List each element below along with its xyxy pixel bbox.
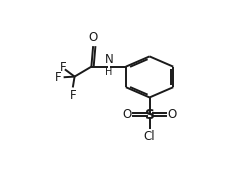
Text: F: F <box>59 61 66 74</box>
Text: O: O <box>88 31 97 44</box>
Text: S: S <box>144 108 154 122</box>
Text: O: O <box>167 108 176 121</box>
Text: O: O <box>121 108 131 121</box>
Text: F: F <box>54 71 61 84</box>
Text: Cl: Cl <box>143 130 155 143</box>
Text: N: N <box>104 53 113 66</box>
Text: H: H <box>105 67 112 77</box>
Text: F: F <box>69 89 76 102</box>
